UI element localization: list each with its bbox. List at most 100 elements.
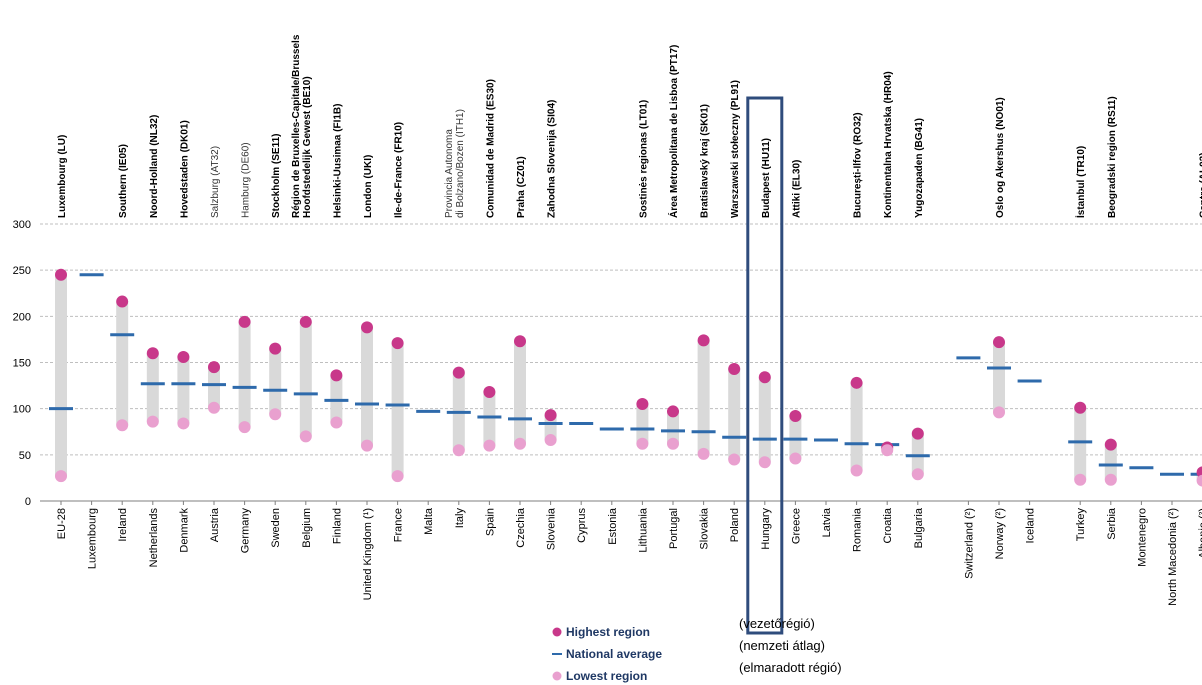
- highest-region-point: [177, 350, 190, 363]
- region-label: Ile-de-France (FR10): [394, 122, 405, 218]
- legend-highest-swatch: [552, 627, 562, 637]
- highest-region-point: [667, 405, 679, 418]
- region-labels: Luxembourg (LU) Southern (IE05) Noord-Holl…: [57, 34, 1202, 218]
- category-label: Spain: [484, 508, 496, 536]
- highest-region-point: [146, 347, 159, 360]
- category-label: Norway (²): [994, 508, 1006, 559]
- highest-region-point: [993, 336, 1005, 349]
- category-label: Austria: [209, 507, 221, 542]
- annotation-text: (elmaradott régió): [739, 660, 842, 675]
- lowest-region-point: [911, 468, 924, 481]
- category-label: Slovakia: [699, 507, 711, 549]
- y-tick-label: 300: [13, 219, 31, 231]
- lowest-region-point: [269, 408, 282, 421]
- highest-region-point: [728, 362, 741, 375]
- region-label: İstanbul (TR10): [1074, 146, 1087, 218]
- y-tick-label: 50: [19, 450, 31, 462]
- category-label: Bulgaria: [913, 507, 925, 548]
- range-bar: [116, 301, 129, 426]
- highest-region-point: [238, 315, 251, 328]
- highest-region-point: [514, 335, 526, 348]
- legend-lowest-label: Lowest region: [566, 669, 647, 683]
- category-label: Malta: [423, 507, 435, 535]
- range-bar: [238, 321, 251, 428]
- range-bar: [850, 382, 863, 471]
- lowest-region-point: [146, 415, 159, 428]
- lowest-region-point: [330, 416, 343, 429]
- region-label: Helsinki-Uusimaa (FI1B): [332, 104, 343, 218]
- x-axis-categories: EU-28 Luxembourg Ireland Netherlands Denmark…: [56, 507, 1202, 606]
- category-label: Czechia: [515, 507, 527, 548]
- lowest-region-point: [116, 419, 129, 432]
- category-label: Finland: [331, 508, 343, 544]
- lowest-region-point: [1074, 473, 1087, 486]
- category-label: Belgium: [301, 508, 313, 548]
- region-label: Stockholm (SE11): [271, 134, 282, 218]
- region-label: Sostinės regionas (LT01): [638, 100, 649, 218]
- range-bar: [391, 343, 404, 477]
- highest-region-point: [758, 371, 771, 384]
- category-label: EU-28: [56, 508, 68, 539]
- region-label: Noord-Holland (NL32): [149, 115, 160, 218]
- category-label: North Macedonia (²): [1167, 508, 1179, 606]
- category-label: Turkey: [1075, 508, 1087, 542]
- range-bar: [514, 341, 526, 444]
- legend: Highest region National average Lowest reg…: [552, 625, 662, 683]
- region-label: Budapest (HU11): [761, 138, 772, 218]
- range-bar: [667, 411, 679, 444]
- region-label: Centre (AL02): [1199, 152, 1202, 218]
- highest-region-point: [1074, 401, 1087, 414]
- category-label: Serbia: [1106, 507, 1118, 540]
- range-bar: [177, 356, 190, 424]
- region-label: Luxembourg (LU): [57, 135, 68, 218]
- highest-region-point: [116, 295, 129, 308]
- lowest-region-point: [993, 406, 1005, 419]
- highest-region-point: [299, 315, 312, 328]
- legend-highest-label: Highest region: [566, 625, 650, 639]
- category-label: Portugal: [668, 508, 680, 549]
- region-label: Yugozapaden (BG41): [914, 118, 925, 218]
- range-bar: [483, 392, 496, 446]
- region-label: Área Metropolitana de Lisboa (PT17): [667, 45, 680, 218]
- lowest-region-point: [208, 401, 220, 414]
- highest-region-point: [544, 409, 557, 422]
- region-label: Beogradski region (RS11): [1107, 96, 1118, 218]
- annotation-text: (nemzeti átlag): [739, 638, 825, 653]
- range-bar: [1074, 407, 1087, 480]
- highest-region-point: [1104, 438, 1117, 451]
- highlight-box: [746, 96, 784, 635]
- category-label: Hungary: [760, 508, 772, 550]
- lowest-region-point: [789, 452, 802, 465]
- region-label: Hoofdstedelijk Gewest (BE10): [302, 76, 313, 218]
- highest-region-point: [911, 427, 924, 440]
- region-label: Zahodna Slovenija (SI04): [547, 100, 558, 218]
- category-label: Slovenia: [546, 507, 558, 550]
- data-marks: [49, 268, 1202, 505]
- category-label: Cyprus: [576, 508, 588, 543]
- gridlines: [40, 223, 1202, 502]
- range-bar: [1104, 444, 1117, 480]
- highest-region-point: [789, 410, 802, 423]
- range-bar: [697, 340, 710, 454]
- range-bar: [789, 416, 802, 459]
- y-tick-label: 100: [13, 404, 31, 416]
- range-bar: [269, 348, 282, 415]
- category-label: Lithuania: [637, 507, 649, 553]
- region-label: Bratislavský kraj (SK01): [700, 104, 711, 218]
- region-label: Région de Bruxelles-Capitale/Brussels: [291, 34, 302, 218]
- region-label: Hovedstaden (DK01): [179, 120, 190, 218]
- region-label: Salzburg (AT32): [210, 146, 221, 218]
- lowest-region-point: [758, 456, 771, 469]
- category-label: Iceland: [1025, 508, 1037, 543]
- category-label: Latvia: [821, 507, 833, 537]
- region-label: Comunidad de Madrid (ES30): [485, 79, 496, 218]
- highest-region-point: [697, 334, 710, 347]
- category-label: Switzerland (²): [963, 508, 975, 579]
- y-axis: 0 50 100 150 200 250 300: [13, 219, 31, 508]
- legend-lowest-swatch: [552, 671, 562, 681]
- category-label: Italy: [454, 508, 466, 529]
- category-label: Denmark: [178, 508, 190, 553]
- region-label: Attiki (EL30): [791, 160, 802, 218]
- y-tick-label: 250: [13, 265, 31, 277]
- y-tick-label: 150: [13, 358, 31, 370]
